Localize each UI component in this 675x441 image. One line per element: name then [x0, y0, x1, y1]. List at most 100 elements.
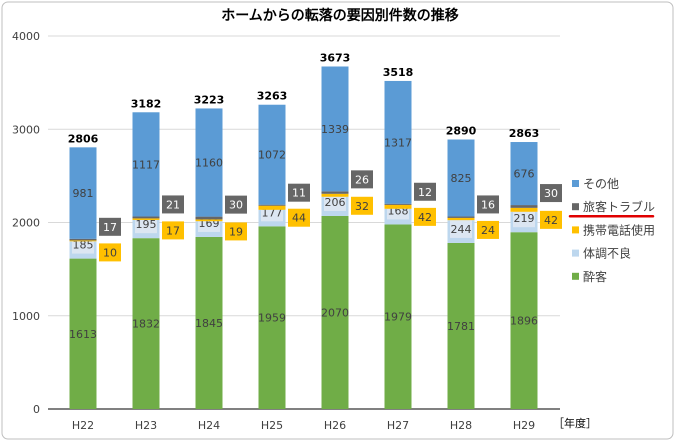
- data-label: 1959: [258, 312, 286, 325]
- data-label: 206: [325, 196, 346, 209]
- data-label-box: [414, 207, 436, 226]
- total-label: 3673: [320, 51, 351, 64]
- bar-segment-4: [384, 80, 412, 204]
- bar-segment-3: [321, 191, 349, 194]
- data-label-box: [414, 182, 436, 201]
- bar-segment-2: [132, 218, 160, 220]
- y-tick-label: 0: [33, 403, 40, 416]
- bar-segment-0: [321, 215, 349, 409]
- data-label: 1072: [258, 149, 286, 162]
- bar-segment-0: [384, 224, 412, 409]
- data-label: 26: [355, 173, 369, 186]
- total-label: 3182: [131, 97, 162, 110]
- bar-segment-4: [321, 66, 349, 192]
- bar-segment-3: [258, 204, 286, 206]
- bar-segment-3: [384, 203, 412, 205]
- legend-item: 体調不良: [583, 246, 631, 261]
- bar-segment-0: [195, 236, 223, 409]
- data-label: 32: [355, 200, 369, 213]
- data-label: 42: [544, 214, 558, 227]
- data-label: 1339: [321, 123, 349, 136]
- bar-segment-2: [384, 204, 412, 209]
- data-label: 195: [136, 218, 157, 231]
- data-label-box: [162, 195, 184, 214]
- bar-segment-3: [447, 216, 475, 218]
- data-label-box: [324, 192, 346, 211]
- data-label: 17: [103, 221, 117, 234]
- data-label: 1896: [510, 315, 538, 328]
- bar-segment-2: [510, 207, 538, 212]
- data-label-box: [225, 195, 247, 214]
- data-label: 1117: [132, 158, 160, 171]
- chart-title: ホームからの転落の要因別件数の推移: [221, 7, 459, 24]
- x-tick-label: H28: [450, 419, 472, 432]
- x-tick-label: H26: [324, 419, 346, 432]
- x-tick-label: H23: [135, 419, 157, 432]
- bar-segment-4: [510, 142, 538, 206]
- x-tick-label: H22: [72, 419, 94, 432]
- data-label: 825: [451, 172, 472, 185]
- bar-segment-0: [510, 232, 538, 409]
- x-axis-label: ［年度］: [553, 416, 597, 430]
- legend-item: その他: [583, 177, 619, 191]
- legend-item: 携帯電話使用: [583, 222, 655, 237]
- data-label: 30: [544, 187, 558, 200]
- bar-segment-2: [195, 219, 223, 222]
- legend-swatch: [572, 249, 579, 257]
- total-label: 3223: [194, 93, 225, 106]
- bar-segment-3: [69, 238, 97, 241]
- data-label-box: [99, 217, 121, 236]
- x-tick-label: H25: [261, 419, 283, 432]
- data-label-box: [162, 221, 184, 240]
- total-label: 3518: [383, 66, 414, 79]
- data-label: 30: [229, 199, 243, 212]
- data-label: 676: [514, 168, 535, 181]
- data-label: 219: [514, 212, 535, 225]
- total-label: 2890: [446, 125, 477, 138]
- y-tick-label: 4000: [12, 30, 40, 43]
- data-label-box: [99, 243, 121, 262]
- bar-segment-3: [195, 216, 223, 220]
- data-label-box: [288, 208, 310, 227]
- data-label-box: [477, 195, 499, 214]
- data-label-box: [288, 183, 310, 202]
- bar-segment-2: [321, 193, 349, 197]
- legend-swatch: [572, 226, 579, 234]
- data-label: 1845: [195, 317, 223, 330]
- data-label: 1979: [384, 311, 412, 324]
- bar-segment-4: [195, 108, 223, 217]
- data-label: 1781: [447, 320, 475, 333]
- x-tick-label: H24: [198, 419, 220, 432]
- bar-segment-0: [132, 238, 160, 409]
- bar-segment-4: [258, 104, 286, 205]
- data-label: 44: [292, 212, 306, 225]
- data-label: 16: [481, 198, 495, 211]
- data-label: 42: [418, 211, 432, 224]
- data-label-box: [540, 184, 562, 203]
- y-tick-label: 3000: [12, 123, 40, 136]
- data-label-box: [477, 220, 499, 239]
- legend-item: 酔客: [583, 269, 607, 284]
- legend-item: 旅客トラブル: [583, 199, 655, 214]
- data-label: 24: [481, 224, 495, 237]
- x-tick-label: H29: [513, 419, 535, 432]
- legend-swatch: [572, 272, 579, 280]
- data-label: 12: [418, 186, 432, 199]
- bar-segment-4: [69, 147, 97, 239]
- data-label: 244: [451, 223, 472, 236]
- bar-segment-0: [69, 258, 97, 409]
- total-label: 3263: [257, 90, 288, 103]
- legend-swatch: [572, 203, 579, 211]
- data-label: 1317: [384, 136, 412, 149]
- total-label: 2863: [509, 127, 540, 140]
- data-label-box: [351, 196, 373, 215]
- bar-segment-0: [447, 242, 475, 409]
- data-label: 1832: [132, 318, 160, 331]
- bar-segment-2: [447, 217, 475, 221]
- data-label-box: [351, 170, 373, 189]
- bar-segment-3: [510, 205, 538, 208]
- data-label: 1160: [195, 157, 223, 170]
- bar-segment-2: [258, 205, 286, 210]
- data-label: 19: [229, 225, 243, 238]
